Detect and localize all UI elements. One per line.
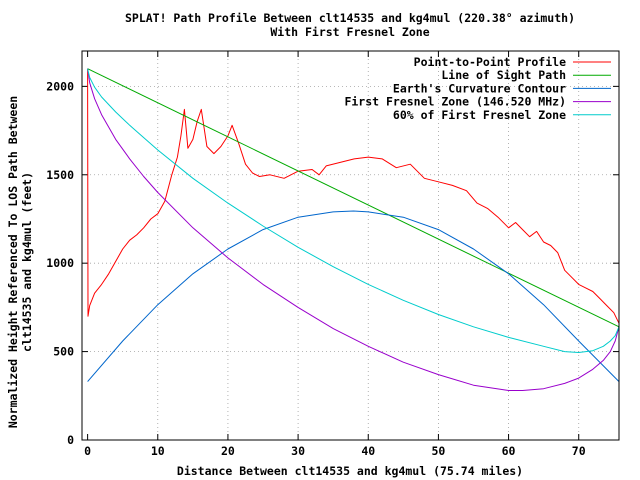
x-tick-label: 0 [84, 444, 91, 458]
legend-label-line-of-sight-path: Line of Sight Path [441, 68, 566, 82]
x-tick-label: 30 [291, 444, 305, 458]
series-line-first-fresnel-zone-146-520-mhz [87, 68, 620, 391]
plot-frame [81, 50, 620, 441]
series-line-line-of-sight-path [87, 68, 620, 328]
y-tick-label: 500 [53, 345, 74, 359]
legend-label-first-fresnel-zone-146-520-mhz: First Fresnel Zone (146.520 MHz) [344, 95, 566, 109]
chart-subtitle: With First Fresnel Zone [270, 25, 429, 39]
series-line-earth-s-curvature-contour [87, 210, 620, 382]
y-axis-label: Normalized Height Referenced To LOS Path… [6, 96, 20, 428]
grid [82, 51, 619, 440]
x-axis-label: Distance Between clt14535 and kg4mul (75… [177, 464, 523, 478]
legend-label-point-to-point-profile: Point-to-Point Profile [414, 55, 566, 69]
plot-area [87, 68, 620, 391]
legend-label-earth-s-curvature-contour: Earth's Curvature Contour [393, 81, 566, 95]
legend-label-60-of-first-fresnel-zone: 60% of First Fresnel Zone [393, 108, 566, 122]
y-tick-label: 0 [67, 433, 74, 447]
y-tick-label: 1500 [46, 168, 74, 182]
y-tick-label: 2000 [46, 79, 74, 93]
x-tick-label: 70 [572, 444, 586, 458]
y-axis-label-line2: clt14535 and kg4mul (feet) [20, 172, 34, 352]
y-tick-label: 1000 [46, 256, 74, 270]
chart-title: SPLAT! Path Profile Between clt14535 and… [125, 11, 575, 25]
x-tick-label: 20 [221, 444, 235, 458]
x-tick-label: 50 [431, 444, 445, 458]
x-tick-label: 40 [361, 444, 375, 458]
x-tick-label: 60 [502, 444, 516, 458]
axis-ticks: 0 10 20 30 40 50 60 70 0 500 1000 1500 2000 [46, 51, 619, 458]
series-line-60-of-first-fresnel-zone [87, 68, 620, 353]
x-tick-label: 10 [151, 444, 165, 458]
